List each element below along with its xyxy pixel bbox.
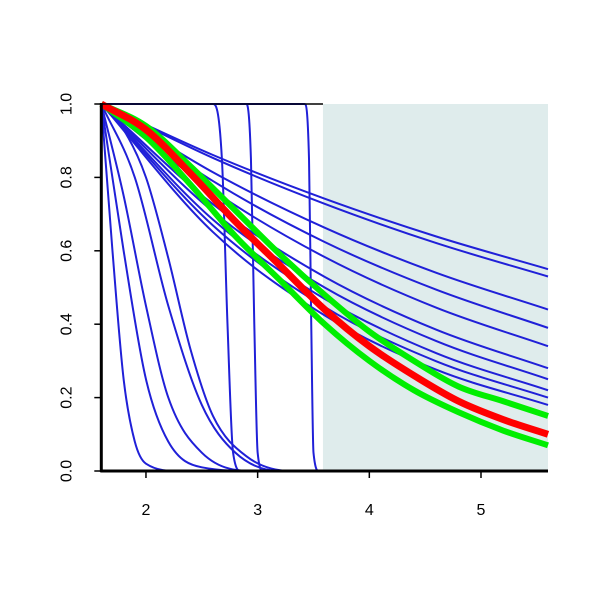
curve xyxy=(100,103,549,392)
curve xyxy=(99,101,549,419)
curve xyxy=(100,103,549,278)
curve xyxy=(100,103,549,406)
curve xyxy=(100,103,549,381)
curve xyxy=(99,100,550,438)
x-tick-label: 2 xyxy=(142,502,151,519)
y-tick-label: 0.6 xyxy=(59,240,76,262)
shaded-region xyxy=(322,104,548,471)
curve xyxy=(100,103,549,370)
x-tick-label: 3 xyxy=(253,502,262,519)
y-tick-label: 0.0 xyxy=(59,460,76,482)
y-tick-label: 1.0 xyxy=(59,93,76,115)
x-tick-label: 4 xyxy=(365,502,374,519)
y-tick-label: 0.2 xyxy=(59,386,76,408)
y-tick-label: 0.4 xyxy=(59,313,76,335)
curve xyxy=(100,103,549,271)
y-tick-label: 0.8 xyxy=(59,166,76,188)
curve xyxy=(99,101,549,449)
x-tick-label: 5 xyxy=(477,502,486,519)
